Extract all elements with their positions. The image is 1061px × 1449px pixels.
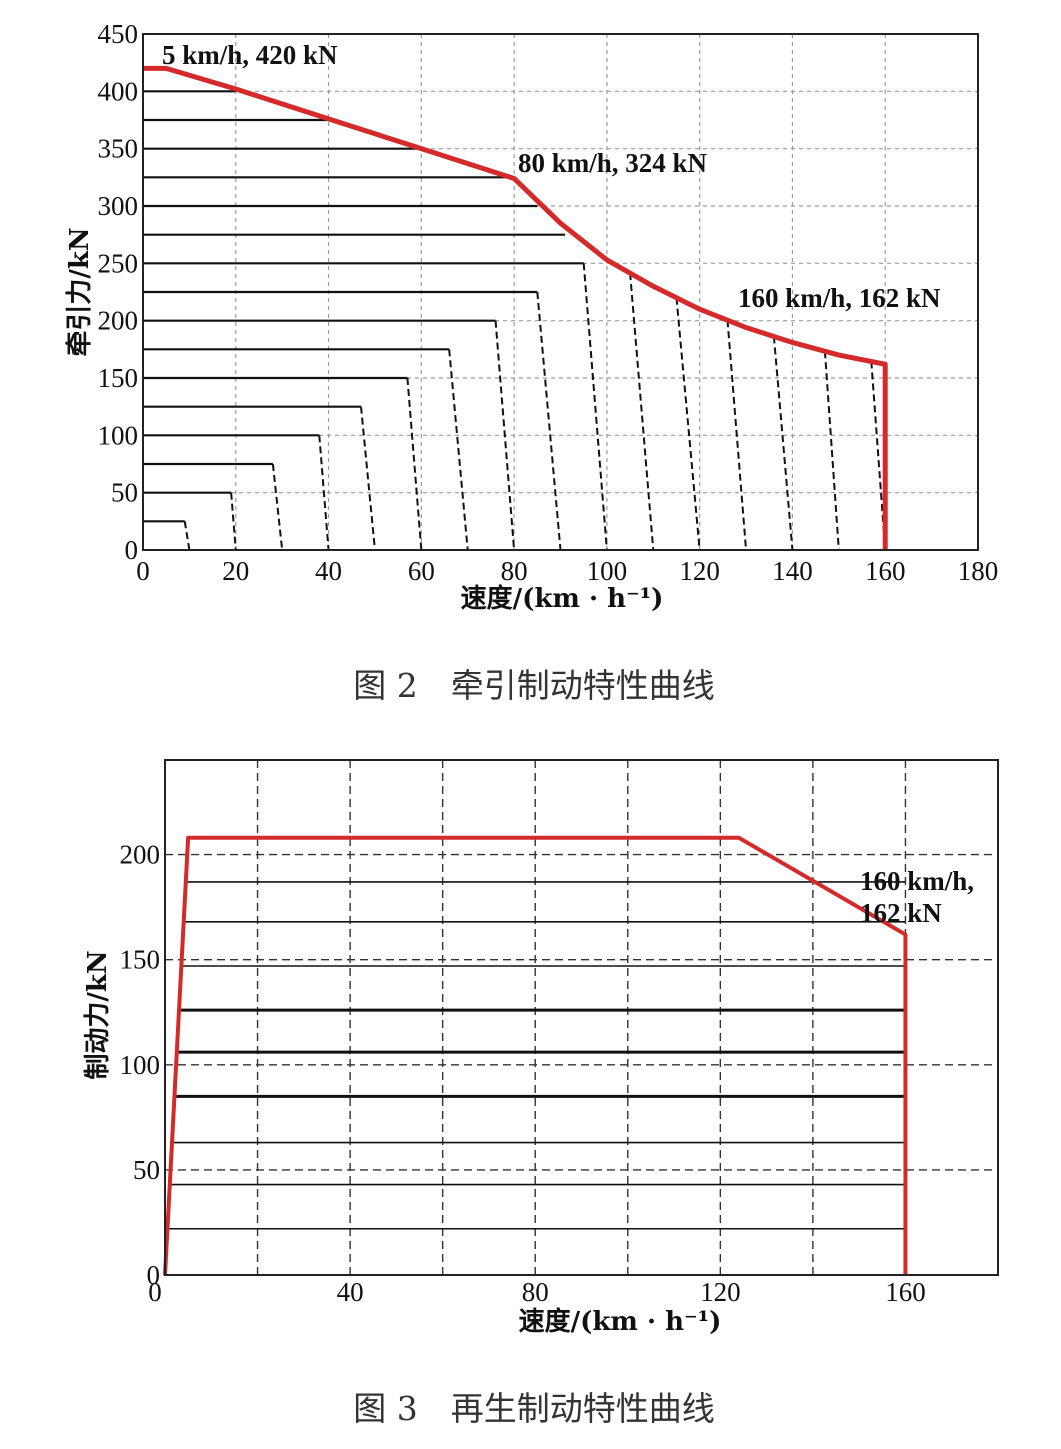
level-drop-125 (360, 406, 376, 551)
y-tick-350: 350 (98, 134, 139, 164)
x-tick-0: 0 (136, 556, 150, 586)
level-drop-75 (271, 463, 284, 551)
annotation-80kmh: 80 km/h, 324 kN (518, 148, 708, 178)
level-lines (167, 881, 906, 1230)
x-tick-labels: 0 40 80 120 160 (148, 1277, 925, 1307)
annotation-160kmh: 160 km/h, 162 kN (738, 283, 941, 313)
y-tick-50: 50 (133, 1155, 160, 1185)
x-tick-80: 80 (501, 556, 528, 586)
y-tick-400: 400 (98, 76, 139, 106)
y-tick-labels: 0 50 100 150 200 (120, 840, 161, 1290)
plot-frame (164, 759, 999, 1276)
x-tick-100: 100 (587, 556, 628, 586)
x-tick-180: 180 (958, 556, 999, 586)
figure-2-caption: 图 2 牵引制动特性曲线 (353, 666, 715, 705)
envelope-drop-2 (726, 320, 748, 551)
x-tick-160: 160 (885, 1277, 926, 1307)
x-tick-160: 160 (865, 556, 906, 586)
annotation-160kmh-line1: 160 km/h, (860, 866, 974, 896)
y-tick-100: 100 (120, 1050, 161, 1080)
y-tick-50: 50 (111, 478, 138, 508)
y-tick-150: 150 (98, 363, 139, 393)
level-drop-50 (230, 492, 237, 551)
level-drop-175 (448, 349, 469, 551)
x-tick-labels: 0 20 40 60 80 100 120 140 160 180 (136, 556, 998, 586)
x-axis-label: 速度/(km · h⁻¹) (519, 1306, 722, 1337)
envelope-drop-1 (675, 297, 701, 551)
level-lines (143, 90, 608, 551)
x-tick-60: 60 (408, 556, 435, 586)
braking-envelope-line (163, 835, 908, 1276)
level-drop-150 (406, 377, 423, 551)
y-tick-300: 300 (98, 191, 139, 221)
y-tick-200: 200 (98, 306, 139, 336)
y-tick-250: 250 (98, 248, 139, 278)
y-axis-label: 制动力/kN (83, 950, 113, 1079)
y-tick-100: 100 (98, 420, 139, 450)
x-tick-120: 120 (700, 1277, 741, 1307)
y-tick-0: 0 (125, 535, 139, 565)
y-tick-200: 200 (120, 840, 161, 870)
regen-braking-chart: 0 40 80 120 160 0 50 100 150 200 速度/(km · h⁻¹) 制… (83, 759, 999, 1337)
level-drop-200 (494, 320, 516, 551)
x-axis-label: 速度/(km · h⁻¹) (461, 583, 664, 614)
level-drop-25 (183, 521, 191, 551)
plot-frame (142, 33, 979, 551)
y-axis-label: 牵引力/kN (65, 227, 95, 356)
level-drop-250 (582, 263, 608, 551)
y-tick-150: 150 (120, 945, 161, 975)
y-tick-450: 450 (98, 19, 139, 49)
y-tick-0: 0 (147, 1260, 161, 1290)
x-tick-40: 40 (315, 556, 342, 586)
x-tick-80: 80 (522, 1277, 549, 1307)
x-tick-0: 0 (148, 1277, 162, 1307)
x-tick-120: 120 (679, 556, 720, 586)
x-tick-40: 40 (337, 1277, 364, 1307)
envelope-drop-4 (823, 351, 840, 551)
x-tick-140: 140 (772, 556, 813, 586)
level-drop-100 (318, 435, 330, 551)
envelope-drop-3 (772, 336, 794, 551)
annotation-5kmh: 5 km/h, 420 kN (162, 40, 338, 70)
x-tick-20: 20 (222, 556, 249, 586)
level-drop-225 (536, 291, 562, 551)
grid (165, 760, 998, 1275)
y-tick-labels: 0 50 100 150 200 250 300 350 400 450 (98, 19, 139, 565)
figure-3-caption: 图 3 再生制动特性曲线 (353, 1389, 715, 1428)
traction-chart: 0 20 40 60 80 100 120 140 160 180 0 50 100 150 200 250… (65, 19, 998, 614)
annotation-162kn-line2: 162 kN (860, 898, 942, 928)
traction-envelope-line (143, 65, 888, 550)
envelope-drop-0 (629, 272, 655, 551)
drop-lines (629, 272, 887, 551)
